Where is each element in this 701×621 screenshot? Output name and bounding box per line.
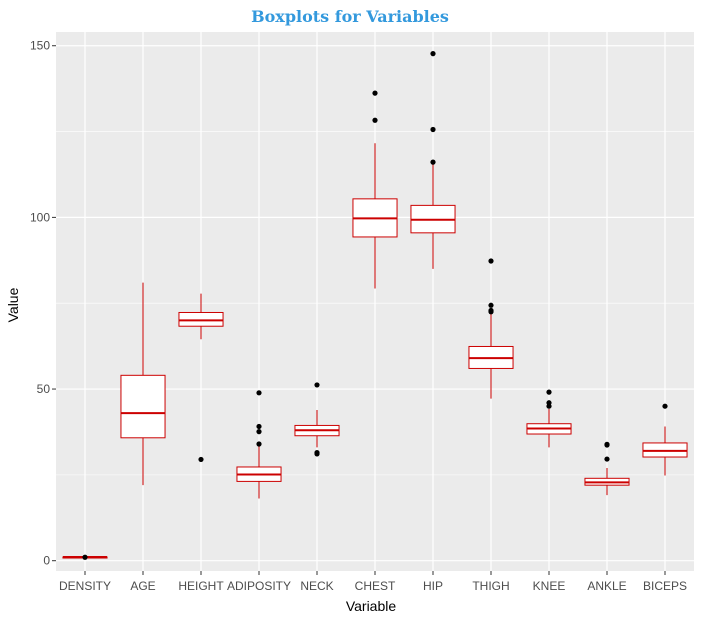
outlier-point [488,302,494,308]
x-tick-label: ADIPOSITY [227,579,291,593]
y-axis: 0 50 100 150 [30,39,56,568]
boxplot-density [62,554,108,560]
y-axis-title: Value [5,287,21,322]
outlier-point [604,441,610,447]
boxplot-chest [352,90,398,289]
boxes [62,51,688,560]
boxplot-ankle [584,441,630,496]
outlier-point [256,441,262,447]
outlier-point [430,51,436,57]
x-tick-label: DENSITY [59,579,111,593]
chart-title: Boxplots for Variables [251,7,449,26]
outlier-point [430,159,436,165]
x-tick-label: ANKLE [587,579,626,593]
outlier-point [546,400,552,406]
boxplot-biceps [642,403,688,476]
x-axis-title: Variable [346,598,397,614]
x-axis: DENSITY AGE HEIGHT ADIPOSITY NECK CHEST HIP THI… [59,571,687,593]
boxplot-knee [526,389,572,448]
x-tick-label: HEIGHT [178,579,224,593]
outlier-point [372,90,378,96]
boxplot-thigh [468,258,514,399]
x-tick-label: HIP [423,579,443,593]
outlier-point [604,456,610,462]
x-tick-label: CHEST [355,579,396,593]
iqr-box [178,311,224,327]
y-tick-label: 150 [30,39,50,53]
y-tick-label: 0 [43,554,50,568]
boxplot-age [120,282,166,486]
x-tick-label: KNEE [533,579,566,593]
outlier-point [430,126,436,133]
outlier-point [198,456,204,463]
outlier-point [372,117,378,123]
boxplot-height [178,293,224,463]
outlier-point [488,307,494,314]
outlier-point [546,389,552,395]
boxplot-adiposity [236,390,282,499]
boxplot-hip [410,51,456,269]
y-tick-label: 50 [37,382,51,396]
outlier-point [256,390,262,396]
outlier-point [82,554,88,560]
outlier-point [314,449,320,456]
outlier-point [256,423,262,430]
y-tick-label: 100 [30,210,50,224]
outlier-point [662,403,668,409]
x-tick-label: BICEPS [643,579,687,593]
x-tick-label: THIGH [472,579,509,593]
x-tick-label: AGE [130,579,155,593]
outlier-point [314,382,320,388]
boxplot-neck [294,382,340,457]
iqr-box [120,374,166,439]
outlier-point [256,429,262,435]
x-tick-label: NECK [300,579,333,593]
outlier-point [488,258,494,264]
